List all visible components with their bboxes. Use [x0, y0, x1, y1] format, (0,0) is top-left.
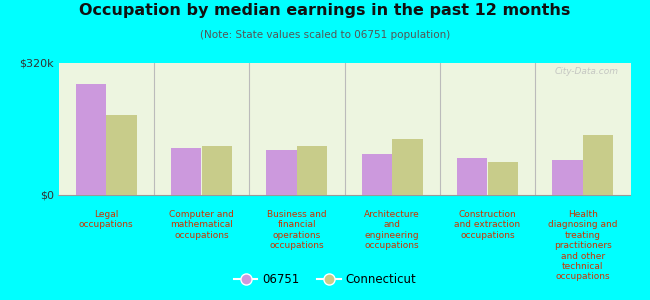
- Text: (Note: State values scaled to 06751 population): (Note: State values scaled to 06751 popu…: [200, 30, 450, 40]
- Bar: [457, 158, 488, 195]
- Bar: [202, 146, 232, 195]
- Text: Legal
occupations: Legal occupations: [79, 210, 133, 230]
- Bar: [392, 139, 422, 195]
- Legend: 06751, Connecticut: 06751, Connecticut: [229, 269, 421, 291]
- Bar: [171, 148, 202, 195]
- Bar: [488, 162, 518, 195]
- Bar: [583, 135, 614, 195]
- Text: Business and
financial
operations
occupations: Business and financial operations occupa…: [267, 210, 327, 250]
- Text: Health
diagnosing and
treating
practitioners
and other
technical
occupations: Health diagnosing and treating practitio…: [548, 210, 617, 281]
- Bar: [552, 160, 583, 195]
- Text: City-Data.com: City-Data.com: [555, 67, 619, 76]
- Text: Construction
and extraction
occupations: Construction and extraction occupations: [454, 210, 521, 240]
- Bar: [266, 150, 297, 195]
- Text: Computer and
mathematical
occupations: Computer and mathematical occupations: [169, 210, 234, 240]
- Bar: [106, 115, 136, 195]
- Text: Architecture
and
engineering
occupations: Architecture and engineering occupations: [364, 210, 420, 250]
- Bar: [297, 146, 328, 195]
- Text: Occupation by median earnings in the past 12 months: Occupation by median earnings in the pas…: [79, 3, 571, 18]
- Bar: [75, 84, 106, 195]
- Bar: [361, 154, 392, 195]
